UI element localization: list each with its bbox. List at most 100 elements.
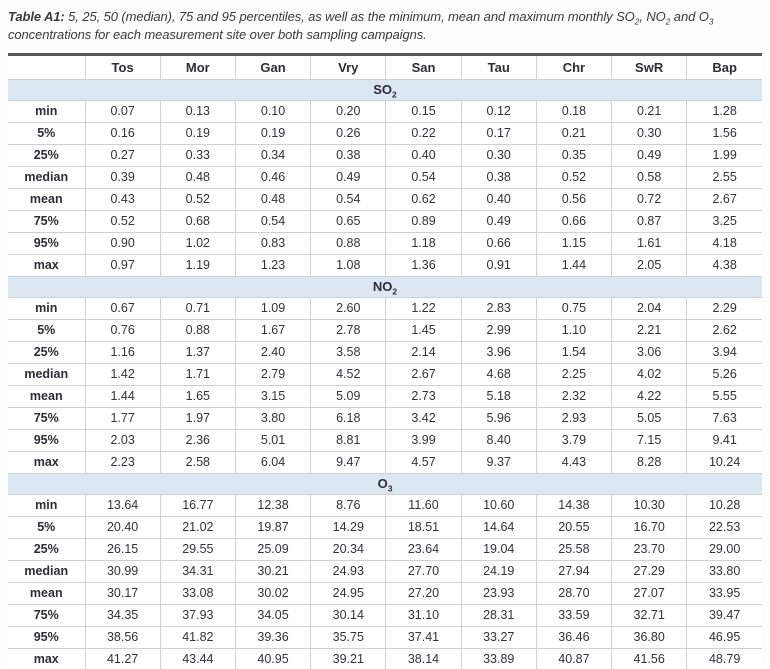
data-cell: 2.40 bbox=[234, 341, 311, 364]
column-header-vry: Vry bbox=[310, 54, 386, 80]
data-cell: 10.24 bbox=[686, 451, 762, 474]
data-cell: 30.14 bbox=[310, 604, 386, 627]
data-cell: 0.34 bbox=[234, 144, 311, 167]
data-cell: 30.21 bbox=[234, 560, 311, 583]
data-cell: 41.27 bbox=[84, 648, 161, 669]
table-row: 75% 1.77 1.97 3.80 6.18 3.42 5.96 2.93 5.05 7.63 bbox=[8, 407, 762, 430]
row-label: 95% bbox=[8, 626, 85, 649]
data-cell: 16.70 bbox=[611, 516, 687, 539]
data-cell: 1.71 bbox=[159, 363, 236, 386]
data-cell: 0.38 bbox=[310, 144, 386, 167]
data-cell: 0.17 bbox=[460, 122, 537, 145]
data-cell: 0.38 bbox=[460, 166, 537, 189]
caption-gas-o3-subscript: 3 bbox=[708, 16, 714, 27]
data-cell: 2.21 bbox=[611, 319, 687, 342]
data-cell: 1.22 bbox=[385, 297, 462, 320]
row-label: median bbox=[8, 363, 85, 386]
data-cell: 43.44 bbox=[159, 648, 236, 669]
data-cell: 1.56 bbox=[686, 122, 762, 145]
data-cell: 0.48 bbox=[159, 166, 236, 189]
row-label: min bbox=[8, 297, 85, 320]
table-row: mean 0.43 0.52 0.48 0.54 0.62 0.40 0.56 0.72 2.67 bbox=[8, 188, 762, 211]
table-row: max 41.27 43.44 40.95 39.21 38.14 33.89 40.87 41… bbox=[8, 648, 762, 669]
data-cell: 38.56 bbox=[84, 626, 161, 649]
data-cell: 33.08 bbox=[159, 582, 236, 605]
data-cell: 0.21 bbox=[611, 100, 687, 123]
table-row: 25% 0.27 0.33 0.34 0.38 0.40 0.30 0.35 0.49 1.99 bbox=[8, 144, 762, 167]
data-cell: 0.49 bbox=[460, 210, 537, 233]
table-row: 25% 1.16 1.37 2.40 3.58 2.14 3.96 1.54 3.06 3.94 bbox=[8, 341, 762, 364]
data-cell: 11.60 bbox=[385, 494, 462, 517]
data-cell: 2.29 bbox=[686, 297, 762, 320]
data-cell: 12.38 bbox=[234, 494, 311, 517]
data-cell: 24.95 bbox=[310, 582, 386, 605]
data-cell: 2.58 bbox=[159, 451, 236, 474]
data-cell: 1.23 bbox=[234, 254, 311, 277]
corner-cell bbox=[8, 54, 85, 80]
data-cell: 0.30 bbox=[460, 144, 537, 167]
data-cell: 0.27 bbox=[84, 144, 161, 167]
data-cell: 39.36 bbox=[234, 626, 311, 649]
data-cell: 1.54 bbox=[535, 341, 612, 364]
data-cell: 48.79 bbox=[686, 648, 762, 669]
data-cell: 0.33 bbox=[159, 144, 236, 167]
data-cell: 23.93 bbox=[460, 582, 537, 605]
data-cell: 27.20 bbox=[385, 582, 462, 605]
data-cell: 23.64 bbox=[385, 538, 462, 561]
data-cell: 0.76 bbox=[84, 319, 161, 342]
data-cell: 26.15 bbox=[84, 538, 161, 561]
table-row: 75% 0.52 0.68 0.54 0.65 0.89 0.49 0.66 0.87 3.25 bbox=[8, 210, 762, 233]
row-label: 5% bbox=[8, 122, 85, 145]
row-label: min bbox=[8, 100, 85, 123]
data-cell: 0.52 bbox=[535, 166, 612, 189]
data-cell: 0.22 bbox=[385, 122, 462, 145]
section-label-no2-subscript: 2 bbox=[392, 286, 398, 297]
table-row: mean 1.44 1.65 3.15 5.09 2.73 5.18 2.32 4.22 5.55 bbox=[8, 385, 762, 408]
data-cell: 1.65 bbox=[159, 385, 236, 408]
data-cell: 0.62 bbox=[385, 188, 462, 211]
data-cell: 39.21 bbox=[310, 648, 386, 669]
data-cell: 27.70 bbox=[385, 560, 462, 583]
data-cell: 34.05 bbox=[234, 604, 311, 627]
data-cell: 0.97 bbox=[84, 254, 161, 277]
data-cell: 0.48 bbox=[234, 188, 311, 211]
data-cell: 2.99 bbox=[460, 319, 537, 342]
table-body: SO2 min 0.07 0.13 0.10 0.20 0.15 0.12 0.18 0.21 1.… bbox=[8, 79, 762, 669]
data-cell: 0.46 bbox=[234, 166, 311, 189]
data-cell: 33.80 bbox=[686, 560, 762, 583]
data-cell: 0.83 bbox=[234, 232, 311, 255]
section-label-o3: O3 bbox=[377, 476, 393, 494]
data-cell: 34.31 bbox=[159, 560, 236, 583]
data-cell: 0.12 bbox=[460, 100, 537, 123]
data-cell: 4.22 bbox=[611, 385, 687, 408]
data-cell: 6.18 bbox=[310, 407, 386, 430]
data-cell: 0.18 bbox=[535, 100, 612, 123]
table-row: 5% 20.40 21.02 19.87 14.29 18.51 14.64 20.55 16.… bbox=[8, 516, 762, 539]
section-label-so2-subscript: 2 bbox=[392, 89, 397, 100]
data-cell: 2.23 bbox=[84, 451, 161, 474]
row-label: max bbox=[8, 451, 85, 474]
table-row: min 13.64 16.77 12.38 8.76 11.60 10.60 14.38 10.… bbox=[8, 494, 762, 517]
data-cell: 5.18 bbox=[460, 385, 537, 408]
data-cell: 9.37 bbox=[460, 451, 537, 474]
table-row: 5% 0.16 0.19 0.19 0.26 0.22 0.17 0.21 0.30 1.56 bbox=[8, 122, 762, 145]
data-cell: 24.93 bbox=[310, 560, 386, 583]
data-cell: 30.99 bbox=[84, 560, 161, 583]
data-cell: 1.45 bbox=[385, 319, 462, 342]
row-label: 25% bbox=[8, 144, 85, 167]
data-cell: 1.02 bbox=[159, 232, 236, 255]
header-row: Tos Mor Gan Vry San Tau Chr SwR Bap bbox=[8, 54, 762, 80]
data-cell: 2.03 bbox=[84, 429, 161, 452]
column-header-mor: Mor bbox=[159, 54, 236, 80]
data-cell: 0.54 bbox=[234, 210, 311, 233]
data-cell: 14.29 bbox=[310, 516, 386, 539]
data-cell: 27.07 bbox=[611, 582, 687, 605]
data-cell: 4.38 bbox=[686, 254, 762, 277]
data-cell: 2.62 bbox=[686, 319, 762, 342]
row-label: 25% bbox=[8, 538, 85, 561]
data-cell: 0.66 bbox=[535, 210, 612, 233]
data-cell: 41.56 bbox=[611, 648, 687, 669]
data-cell: 0.54 bbox=[310, 188, 386, 211]
data-cell: 39.47 bbox=[686, 604, 762, 627]
row-label: mean bbox=[8, 385, 85, 408]
